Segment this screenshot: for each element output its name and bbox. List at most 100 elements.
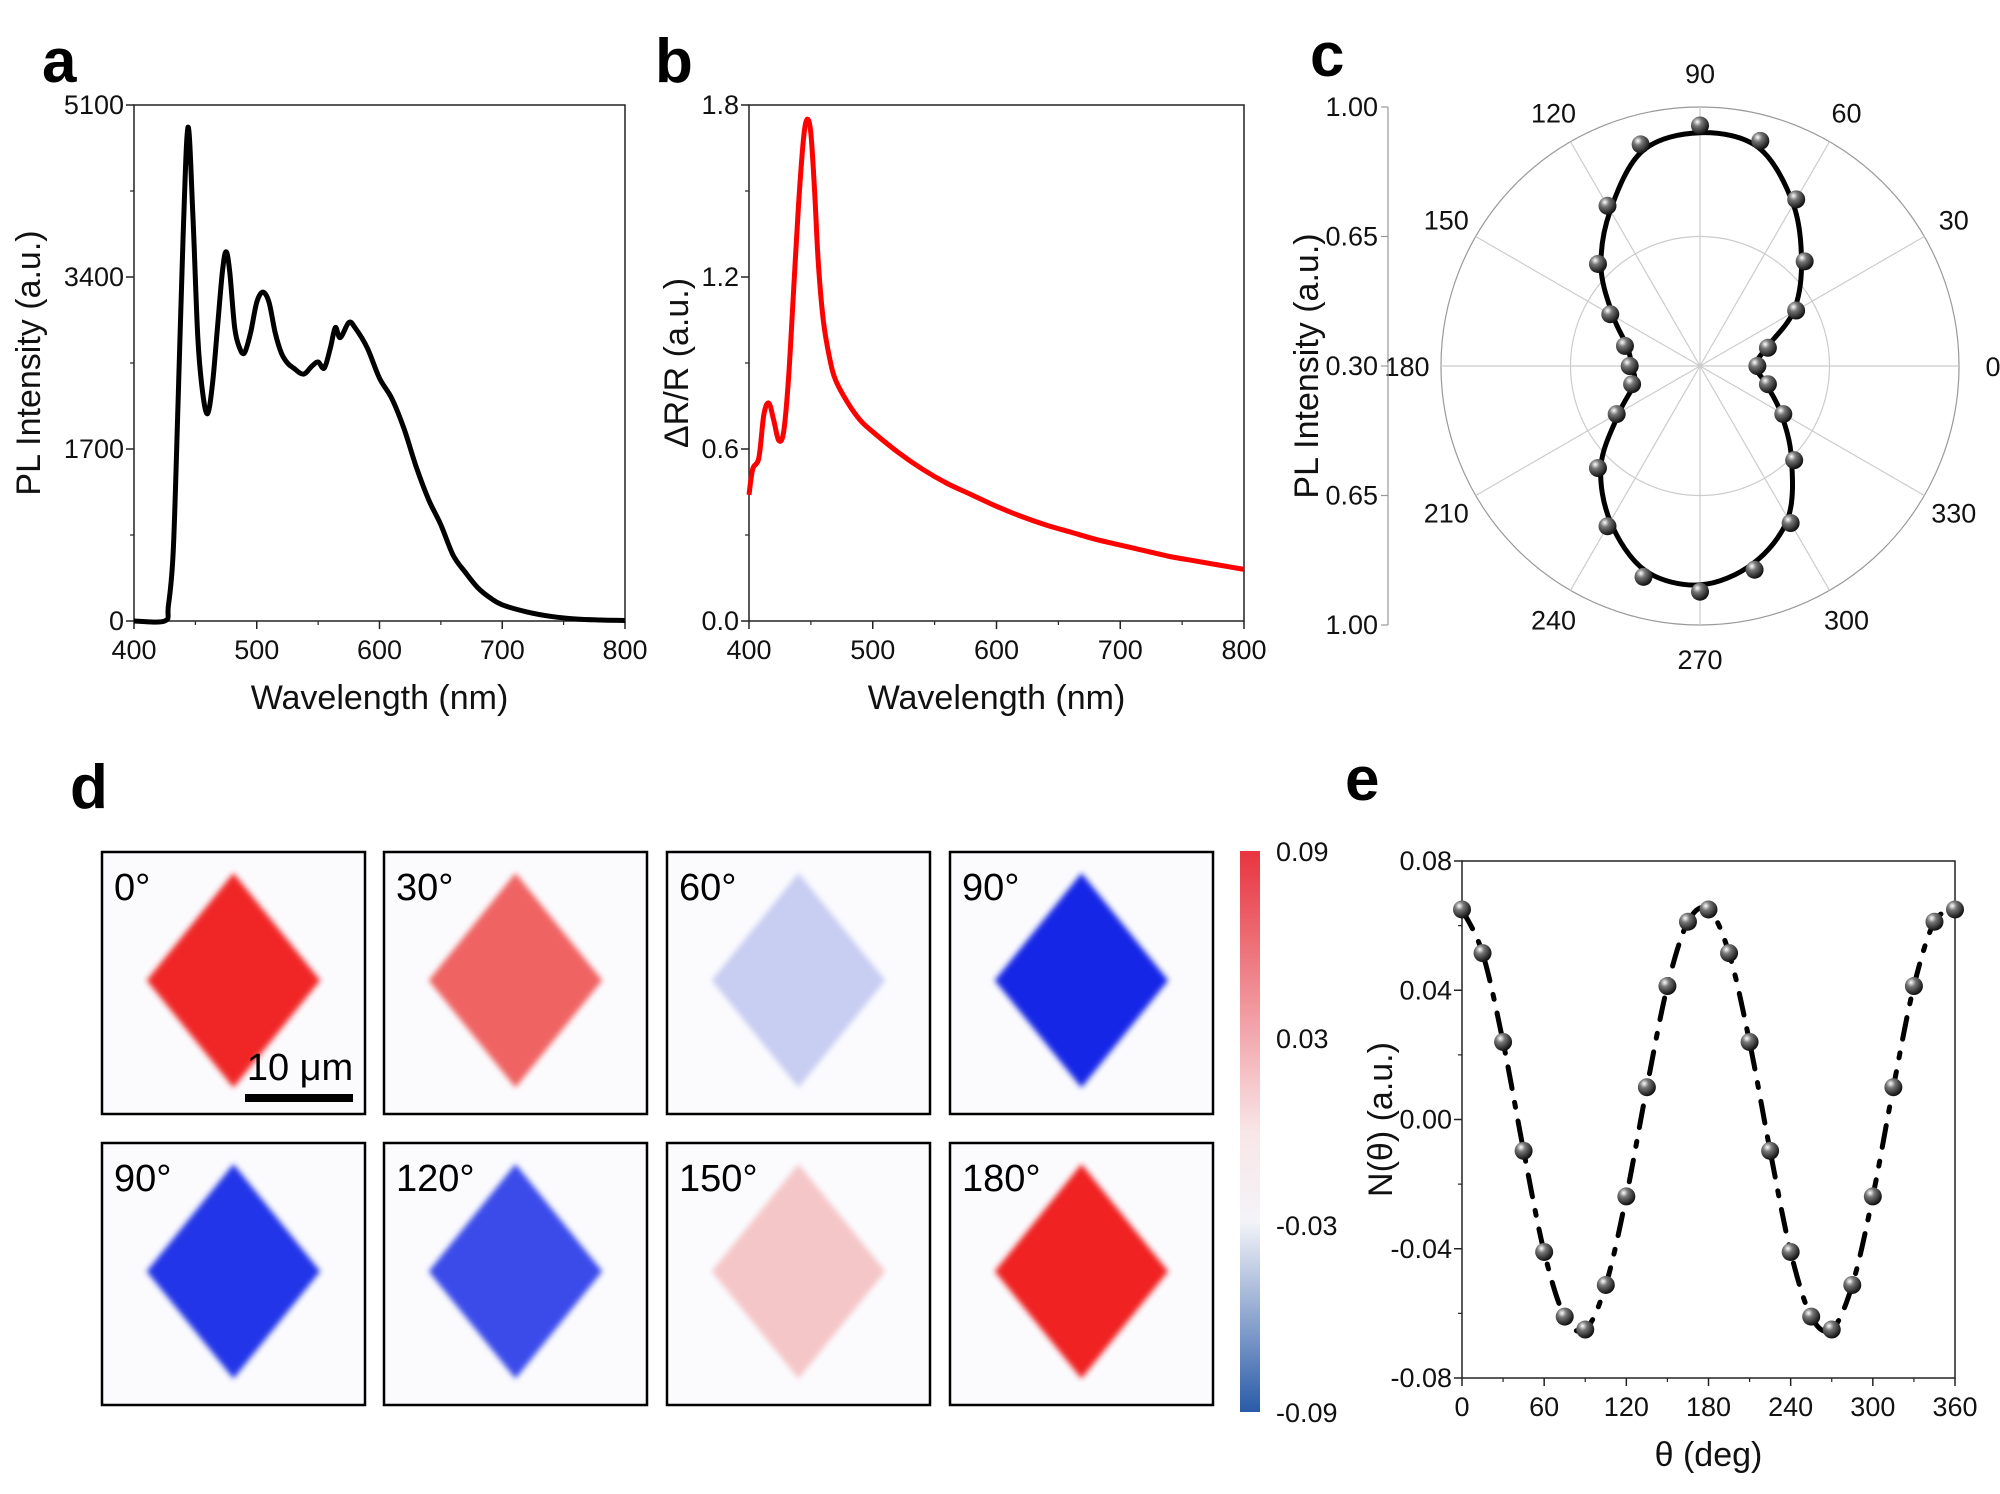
data-point — [1925, 912, 1944, 931]
plot-frame — [748, 104, 1245, 622]
spoke — [1699, 235, 1925, 367]
y-axis-label: PL Intensity (a.u.) — [1288, 233, 1326, 498]
data-point — [1620, 357, 1639, 375]
y-axis-label: PL Intensity (a.u.) — [10, 230, 48, 495]
colorbar-tick-label: 0.09 — [1276, 837, 1329, 867]
x-tick-label: 500 — [234, 635, 279, 665]
crystal-diamond — [428, 872, 603, 1088]
data-point — [1785, 451, 1804, 470]
y-axis-label: N(θ) (a.u.) — [1362, 1042, 1400, 1197]
crystal-diamond — [994, 872, 1169, 1088]
y-tick-label: 0 — [109, 606, 124, 636]
x-tick-label: 60 — [1529, 1392, 1559, 1422]
data-point — [1802, 1307, 1821, 1326]
colorbar-tick-label: 0.03 — [1276, 1024, 1329, 1054]
panel-d-image-grid: 0° 30° 60° 90° 90° 120° 150° 180° 10 μm 0.09 0.03 -… — [100, 837, 1338, 1428]
data-point — [1494, 1032, 1513, 1051]
data-point — [1795, 252, 1814, 271]
x-tick-label: 180 — [1686, 1392, 1731, 1422]
angle-label: 300 — [1824, 606, 1869, 636]
angle-label: 240 — [1531, 606, 1576, 636]
x-tick-label: 400 — [726, 635, 771, 665]
data-point — [1745, 560, 1764, 579]
image-tile: 90° — [948, 850, 1215, 1116]
angle-label: 150 — [1424, 206, 1469, 236]
y-tick-label: 1.2 — [701, 262, 739, 292]
spoke — [1475, 235, 1701, 367]
data-point — [1601, 305, 1620, 324]
data-point — [1822, 1320, 1841, 1339]
plot-frame — [133, 104, 626, 622]
fit-line — [1459, 904, 1958, 1335]
panel-a-pl-spectrum: 400 500 600 700 800 0 1700 3400 5100 Wavelength (… — [10, 90, 648, 717]
data-point — [1720, 944, 1739, 963]
data-point — [1535, 1242, 1554, 1261]
image-tile: 0° — [100, 850, 367, 1116]
data-point — [1631, 135, 1650, 154]
data-point — [1607, 405, 1626, 424]
angle-label: 270 — [1677, 645, 1722, 675]
panel-e-angle-plot: 0 60 120 180 240 300 360 -0.08 -0.04 0.00 0.04 0.08… — [1362, 846, 1978, 1474]
angle-label: 90 — [1685, 59, 1715, 89]
data-point — [1691, 116, 1709, 135]
data-point — [1691, 582, 1709, 601]
image-tile: 30° — [382, 850, 649, 1116]
x-tick-label: 500 — [850, 635, 895, 665]
data-point — [1453, 900, 1471, 919]
plot-frame — [1461, 860, 1956, 1379]
y-tick-label: 1700 — [64, 434, 124, 464]
y-tick-label: 0.00 — [1399, 1105, 1452, 1135]
y-tick-label: 0.6 — [701, 434, 739, 464]
y-tick-label: 0.08 — [1399, 846, 1452, 876]
data-point — [1576, 1320, 1595, 1339]
crystal-diamond — [146, 872, 321, 1088]
angle-label: 120° — [396, 1158, 475, 1200]
spoke — [1569, 141, 1701, 367]
image-tile: 120° — [382, 1141, 649, 1407]
crystal-diamond — [994, 1163, 1169, 1379]
radial-tick-label: 1.00 — [1325, 92, 1378, 122]
data-point — [1623, 375, 1642, 394]
spoke — [1699, 365, 1831, 591]
angle-label: 330 — [1931, 499, 1976, 529]
data-point — [1598, 517, 1617, 536]
data-point — [1514, 1141, 1533, 1160]
x-axis-label: Wavelength (nm) — [251, 679, 509, 717]
image-tile: 150° — [665, 1141, 932, 1407]
x-tick-label: 120 — [1604, 1392, 1649, 1422]
scale-bar — [245, 1094, 353, 1102]
x-tick-label: 240 — [1768, 1392, 1813, 1422]
image-tile: 180° — [948, 1141, 1215, 1407]
panel-b-reflectance-spectrum: 400 500 600 700 800 0.0 0.6 1.2 1.8 Wavelength (n… — [658, 90, 1267, 717]
angle-label: 150° — [679, 1158, 758, 1200]
crystal-diamond — [428, 1163, 603, 1379]
panel-letter-e: e — [1345, 745, 1379, 814]
data-point — [1787, 301, 1806, 320]
angle-label: 180 — [1384, 352, 1429, 382]
x-axis-label: θ (deg) — [1655, 1436, 1763, 1474]
panel-letter-a: a — [42, 27, 77, 96]
colorbar-tick-label: -0.09 — [1276, 1398, 1338, 1428]
y-axis-label: ΔR/R (a.u.) — [658, 278, 696, 448]
x-tick-label: 600 — [357, 635, 402, 665]
x-tick-label: 360 — [1932, 1392, 1977, 1422]
y-tick-label: -0.08 — [1390, 1363, 1452, 1393]
data-point — [1781, 1242, 1800, 1261]
data-point — [1555, 1307, 1574, 1326]
radial-tick-label: 1.00 — [1325, 610, 1378, 640]
crystal-diamond — [711, 1163, 886, 1379]
y-tick-label: 0.04 — [1399, 975, 1452, 1005]
data-point — [1588, 459, 1607, 478]
data-point — [1884, 1078, 1903, 1097]
image-tile: 90° — [100, 1141, 367, 1407]
data-point — [1598, 196, 1617, 215]
data-point — [1751, 131, 1770, 150]
data-point — [1946, 900, 1964, 919]
data-point — [1473, 944, 1492, 963]
radial-tick-label: 0.30 — [1325, 351, 1378, 381]
radial-tick-label: 0.65 — [1325, 222, 1378, 252]
angle-label: 90° — [962, 867, 1019, 909]
angle-label: 60° — [679, 867, 736, 909]
data-point — [1787, 190, 1806, 209]
colorbar — [1240, 851, 1260, 1412]
